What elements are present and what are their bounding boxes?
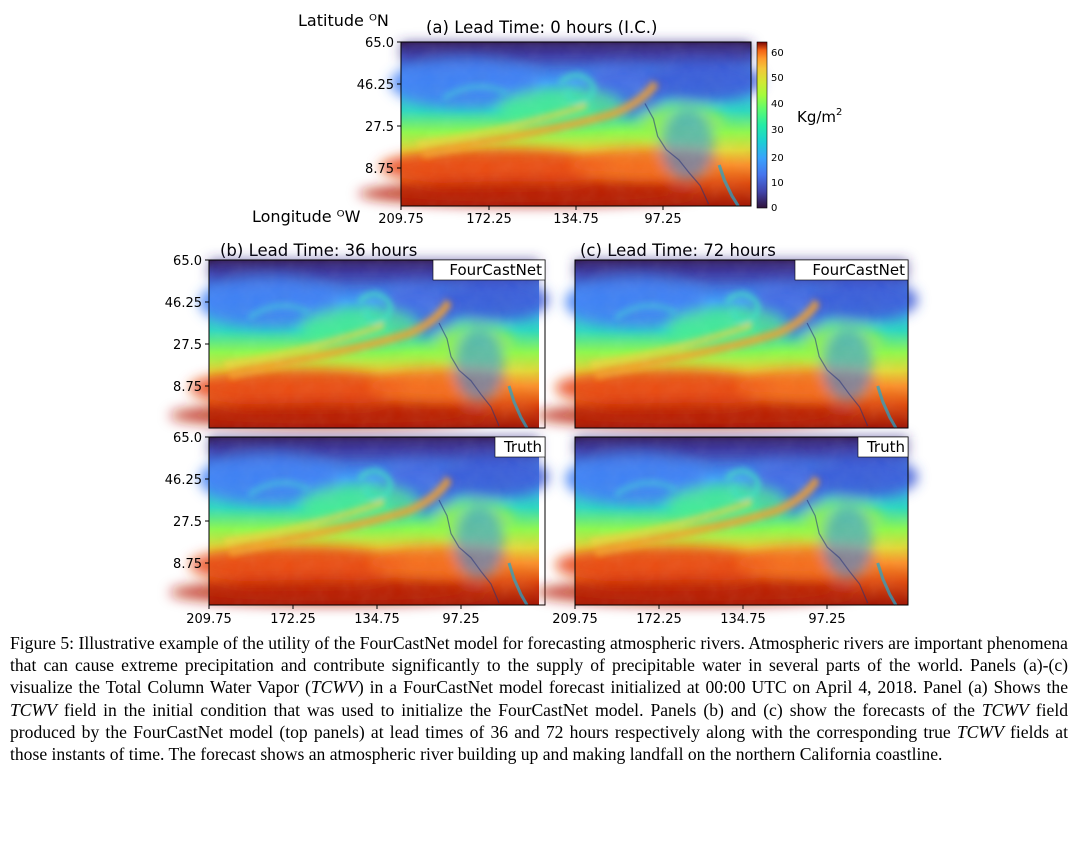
panel-a-title: (a) Lead Time: 0 hours (I.C.) bbox=[426, 18, 657, 37]
panel-b-forecast-map bbox=[169, 260, 549, 428]
lon-tick-label: 134.75 bbox=[354, 612, 400, 625]
caption-math: TCWV bbox=[956, 721, 1004, 742]
lat-tick-label: 8.75 bbox=[173, 557, 202, 572]
lon-tick-label: 134.75 bbox=[720, 612, 766, 625]
panel-b: (b) Lead Time: 36 hours FourCastNet Trut… bbox=[165, 241, 549, 625]
caption-text: fields at those instants of time. The fo… bbox=[10, 721, 1068, 765]
truth-tag-label: Truth bbox=[503, 438, 542, 456]
panel-c-title: (c) Lead Time: 72 hours bbox=[580, 241, 776, 260]
lon-tick-label: 97.25 bbox=[644, 212, 681, 227]
panel-c-forecast-map bbox=[535, 260, 918, 428]
fourcastnet-tag-label: FourCastNet bbox=[812, 261, 905, 279]
lon-tick-label: 209.75 bbox=[186, 612, 232, 625]
colorbar-tick-label: 40 bbox=[771, 99, 784, 110]
lat-tick-label: 65.0 bbox=[365, 36, 394, 51]
panel-b-title: (b) Lead Time: 36 hours bbox=[220, 241, 417, 260]
panel-c: (c) Lead Time: 72 hours FourCastNet Trut… bbox=[535, 241, 918, 625]
lon-tick-label: 172.25 bbox=[636, 612, 682, 625]
caption-text: Illustrative example of the utility of t… bbox=[10, 633, 1068, 698]
panel-c-truth-map bbox=[535, 437, 918, 605]
colorbar-tick-label: 10 bbox=[771, 178, 784, 189]
lon-tick-label: 134.75 bbox=[553, 212, 599, 227]
figure-caption: Figure 5: Illustrative example of the ut… bbox=[10, 632, 1068, 765]
lat-tick-label: 65.0 bbox=[173, 254, 202, 269]
latitude-axis-title: Latitude ᴼN bbox=[298, 11, 389, 30]
fourcastnet-tag-label: FourCastNet bbox=[449, 261, 542, 279]
lon-tick-label: 172.25 bbox=[466, 212, 512, 227]
lat-tick-label: 8.75 bbox=[173, 380, 202, 395]
caption-math: TCWV bbox=[981, 699, 1029, 720]
figure-label: Figure 5: bbox=[10, 633, 75, 653]
panel-a-lon-ticks: Longitude ᴼW 209.75 172.25 134.75 97.25 bbox=[252, 206, 682, 227]
figure-5: Latitude ᴼN (a) Lead Time: 0 hours (I.C.… bbox=[165, 11, 1080, 625]
panel-b-lon-ticks: 209.75 172.25 134.75 97.25 bbox=[186, 605, 480, 625]
colorbar-unit: Kg/m2 bbox=[797, 107, 842, 126]
truth-tag bbox=[857, 436, 909, 458]
colorbar: 60 50 40 30 20 10 0 Kg/m2 bbox=[756, 41, 842, 214]
lat-tick-label: 8.75 bbox=[365, 162, 394, 177]
lat-tick-label: 46.25 bbox=[165, 473, 202, 488]
panel-b-lat-ticks: 65.0 46.25 27.5 8.75 bbox=[165, 254, 209, 395]
panel-a-lat-ticks: 65.0 46.25 27.5 8.75 bbox=[357, 36, 401, 177]
fourcastnet-tag bbox=[432, 259, 546, 281]
caption-math: TCWV bbox=[310, 677, 358, 698]
lon-tick-label: 209.75 bbox=[552, 612, 598, 625]
lon-tick-label: 97.25 bbox=[808, 612, 845, 625]
longitude-axis-title: Longitude ᴼW bbox=[252, 207, 361, 226]
lat-tick-label: 46.25 bbox=[165, 296, 202, 311]
lat-tick-label: 46.25 bbox=[357, 78, 394, 93]
lat-tick-label: 65.0 bbox=[173, 431, 202, 446]
caption-math: TCWV bbox=[10, 699, 57, 720]
panel-b-truth-lat-ticks: 65.0 46.25 27.5 8.75 bbox=[165, 431, 209, 572]
colorbar-tick-label: 50 bbox=[771, 73, 784, 84]
colorbar-tick-label: 30 bbox=[771, 125, 784, 136]
lat-tick-label: 27.5 bbox=[173, 338, 202, 353]
panel-b-truth-map bbox=[169, 437, 549, 605]
colorbar-tick-label: 0 bbox=[771, 203, 777, 214]
panel-a: Latitude ᴼN (a) Lead Time: 0 hours (I.C.… bbox=[252, 11, 842, 227]
fourcastnet-tag bbox=[794, 259, 909, 281]
panel-c-lon-ticks: 209.75 172.25 134.75 97.25 bbox=[552, 605, 846, 625]
colorbar-tick-label: 20 bbox=[771, 153, 784, 164]
panel-a-map bbox=[359, 42, 762, 206]
caption-text: field in the initial condition that was … bbox=[56, 699, 982, 720]
caption-text: field produced by the FourCastNet model … bbox=[10, 699, 1069, 742]
colorbar-tick-label: 60 bbox=[771, 48, 784, 59]
truth-tag-label: Truth bbox=[866, 438, 905, 456]
caption-text: ) in a FourCastNet model forecast initia… bbox=[357, 677, 1069, 698]
lat-tick-label: 27.5 bbox=[365, 120, 394, 135]
lon-tick-label: 172.25 bbox=[270, 612, 316, 625]
lon-tick-label: 97.25 bbox=[442, 612, 479, 625]
lat-tick-label: 27.5 bbox=[173, 515, 202, 530]
truth-tag bbox=[494, 436, 546, 458]
lon-tick-label: 209.75 bbox=[378, 212, 424, 227]
